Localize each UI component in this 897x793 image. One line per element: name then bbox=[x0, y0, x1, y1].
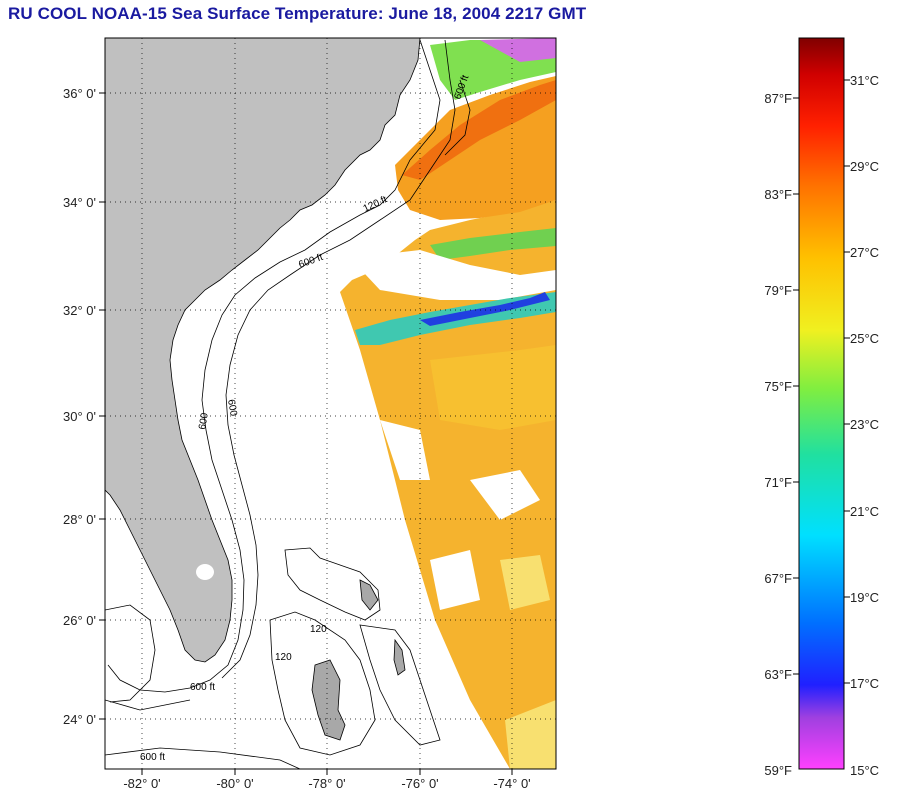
contour-label: 120 bbox=[310, 624, 327, 635]
land-eleuthera bbox=[393, 638, 406, 676]
lat-label: 30° 0' bbox=[63, 409, 96, 424]
axis-ticks bbox=[99, 92, 513, 775]
colorbar-label-f: 87°F bbox=[764, 91, 792, 106]
colorbar-label-c: 15°C bbox=[850, 763, 880, 778]
cold-patch-north bbox=[480, 38, 556, 62]
colorbar-label-f: 75°F bbox=[764, 379, 792, 394]
contour-label: 600 bbox=[197, 412, 211, 431]
land-abaco bbox=[359, 579, 379, 611]
colorbar-label-f: 83°F bbox=[764, 187, 792, 202]
cloud-patch bbox=[430, 550, 480, 610]
contour-label: 600 bbox=[225, 399, 239, 418]
colorbar-label-c: 29°C bbox=[850, 159, 880, 174]
land-andros bbox=[311, 659, 346, 741]
cloud-patch bbox=[380, 420, 430, 480]
cool-band-33n bbox=[430, 228, 556, 260]
colorbar-label-f: 59°F bbox=[764, 763, 792, 778]
colorbar-label-f: 79°F bbox=[764, 283, 792, 298]
colorbar-label-c: 31°C bbox=[850, 73, 880, 88]
gulf-stream-core bbox=[402, 80, 556, 180]
colorbar-ticks bbox=[793, 79, 850, 684]
colorbar-label-c: 21°C bbox=[850, 504, 880, 519]
lon-label: -80° 0' bbox=[216, 776, 254, 791]
bathymetry-contours bbox=[105, 39, 471, 756]
lat-label: 28° 0' bbox=[63, 512, 96, 527]
colorbar-label-f: 71°F bbox=[764, 475, 792, 490]
lat-label: 32° 0' bbox=[63, 303, 96, 318]
land-us bbox=[105, 38, 421, 663]
lon-label: -76° 0' bbox=[401, 776, 439, 791]
colorbar-label-f: 67°F bbox=[764, 571, 792, 586]
colorbar-label-f: 63°F bbox=[764, 667, 792, 682]
land-cuba bbox=[105, 747, 301, 769]
graticule bbox=[105, 38, 556, 769]
warm-patch-south bbox=[505, 700, 556, 769]
cloud-patch bbox=[470, 470, 540, 520]
cloud-gap bbox=[350, 250, 556, 300]
warm-patch bbox=[500, 555, 550, 610]
lat-label: 36° 0' bbox=[63, 86, 96, 101]
map-frame bbox=[104, 37, 557, 770]
lake-okeechobee bbox=[196, 564, 214, 580]
lat-label: 24° 0' bbox=[63, 712, 96, 727]
lat-label: 34° 0' bbox=[63, 195, 96, 210]
colorbar-label-c: 19°C bbox=[850, 590, 880, 605]
lon-label: -74° 0' bbox=[493, 776, 531, 791]
colorbar-label-c: 23°C bbox=[850, 417, 880, 432]
colorbar-label-c: 17°C bbox=[850, 676, 880, 691]
cold-filament bbox=[420, 292, 550, 326]
contour-label: 600 ft bbox=[140, 752, 165, 763]
lon-label: -82° 0' bbox=[123, 776, 161, 791]
lat-label: 26° 0' bbox=[63, 613, 96, 628]
contour-label: 600 ft bbox=[190, 682, 215, 693]
colorbar bbox=[798, 37, 845, 770]
contour-label: 120 bbox=[275, 652, 292, 663]
lon-label: -78° 0' bbox=[308, 776, 346, 791]
page-title: RU COOL NOAA-15 Sea Surface Temperature:… bbox=[8, 4, 587, 23]
satellite-swath bbox=[340, 200, 556, 769]
colorbar-label-c: 25°C bbox=[850, 331, 880, 346]
warm-patch bbox=[430, 345, 556, 430]
colorbar-label-c: 27°C bbox=[850, 245, 880, 260]
